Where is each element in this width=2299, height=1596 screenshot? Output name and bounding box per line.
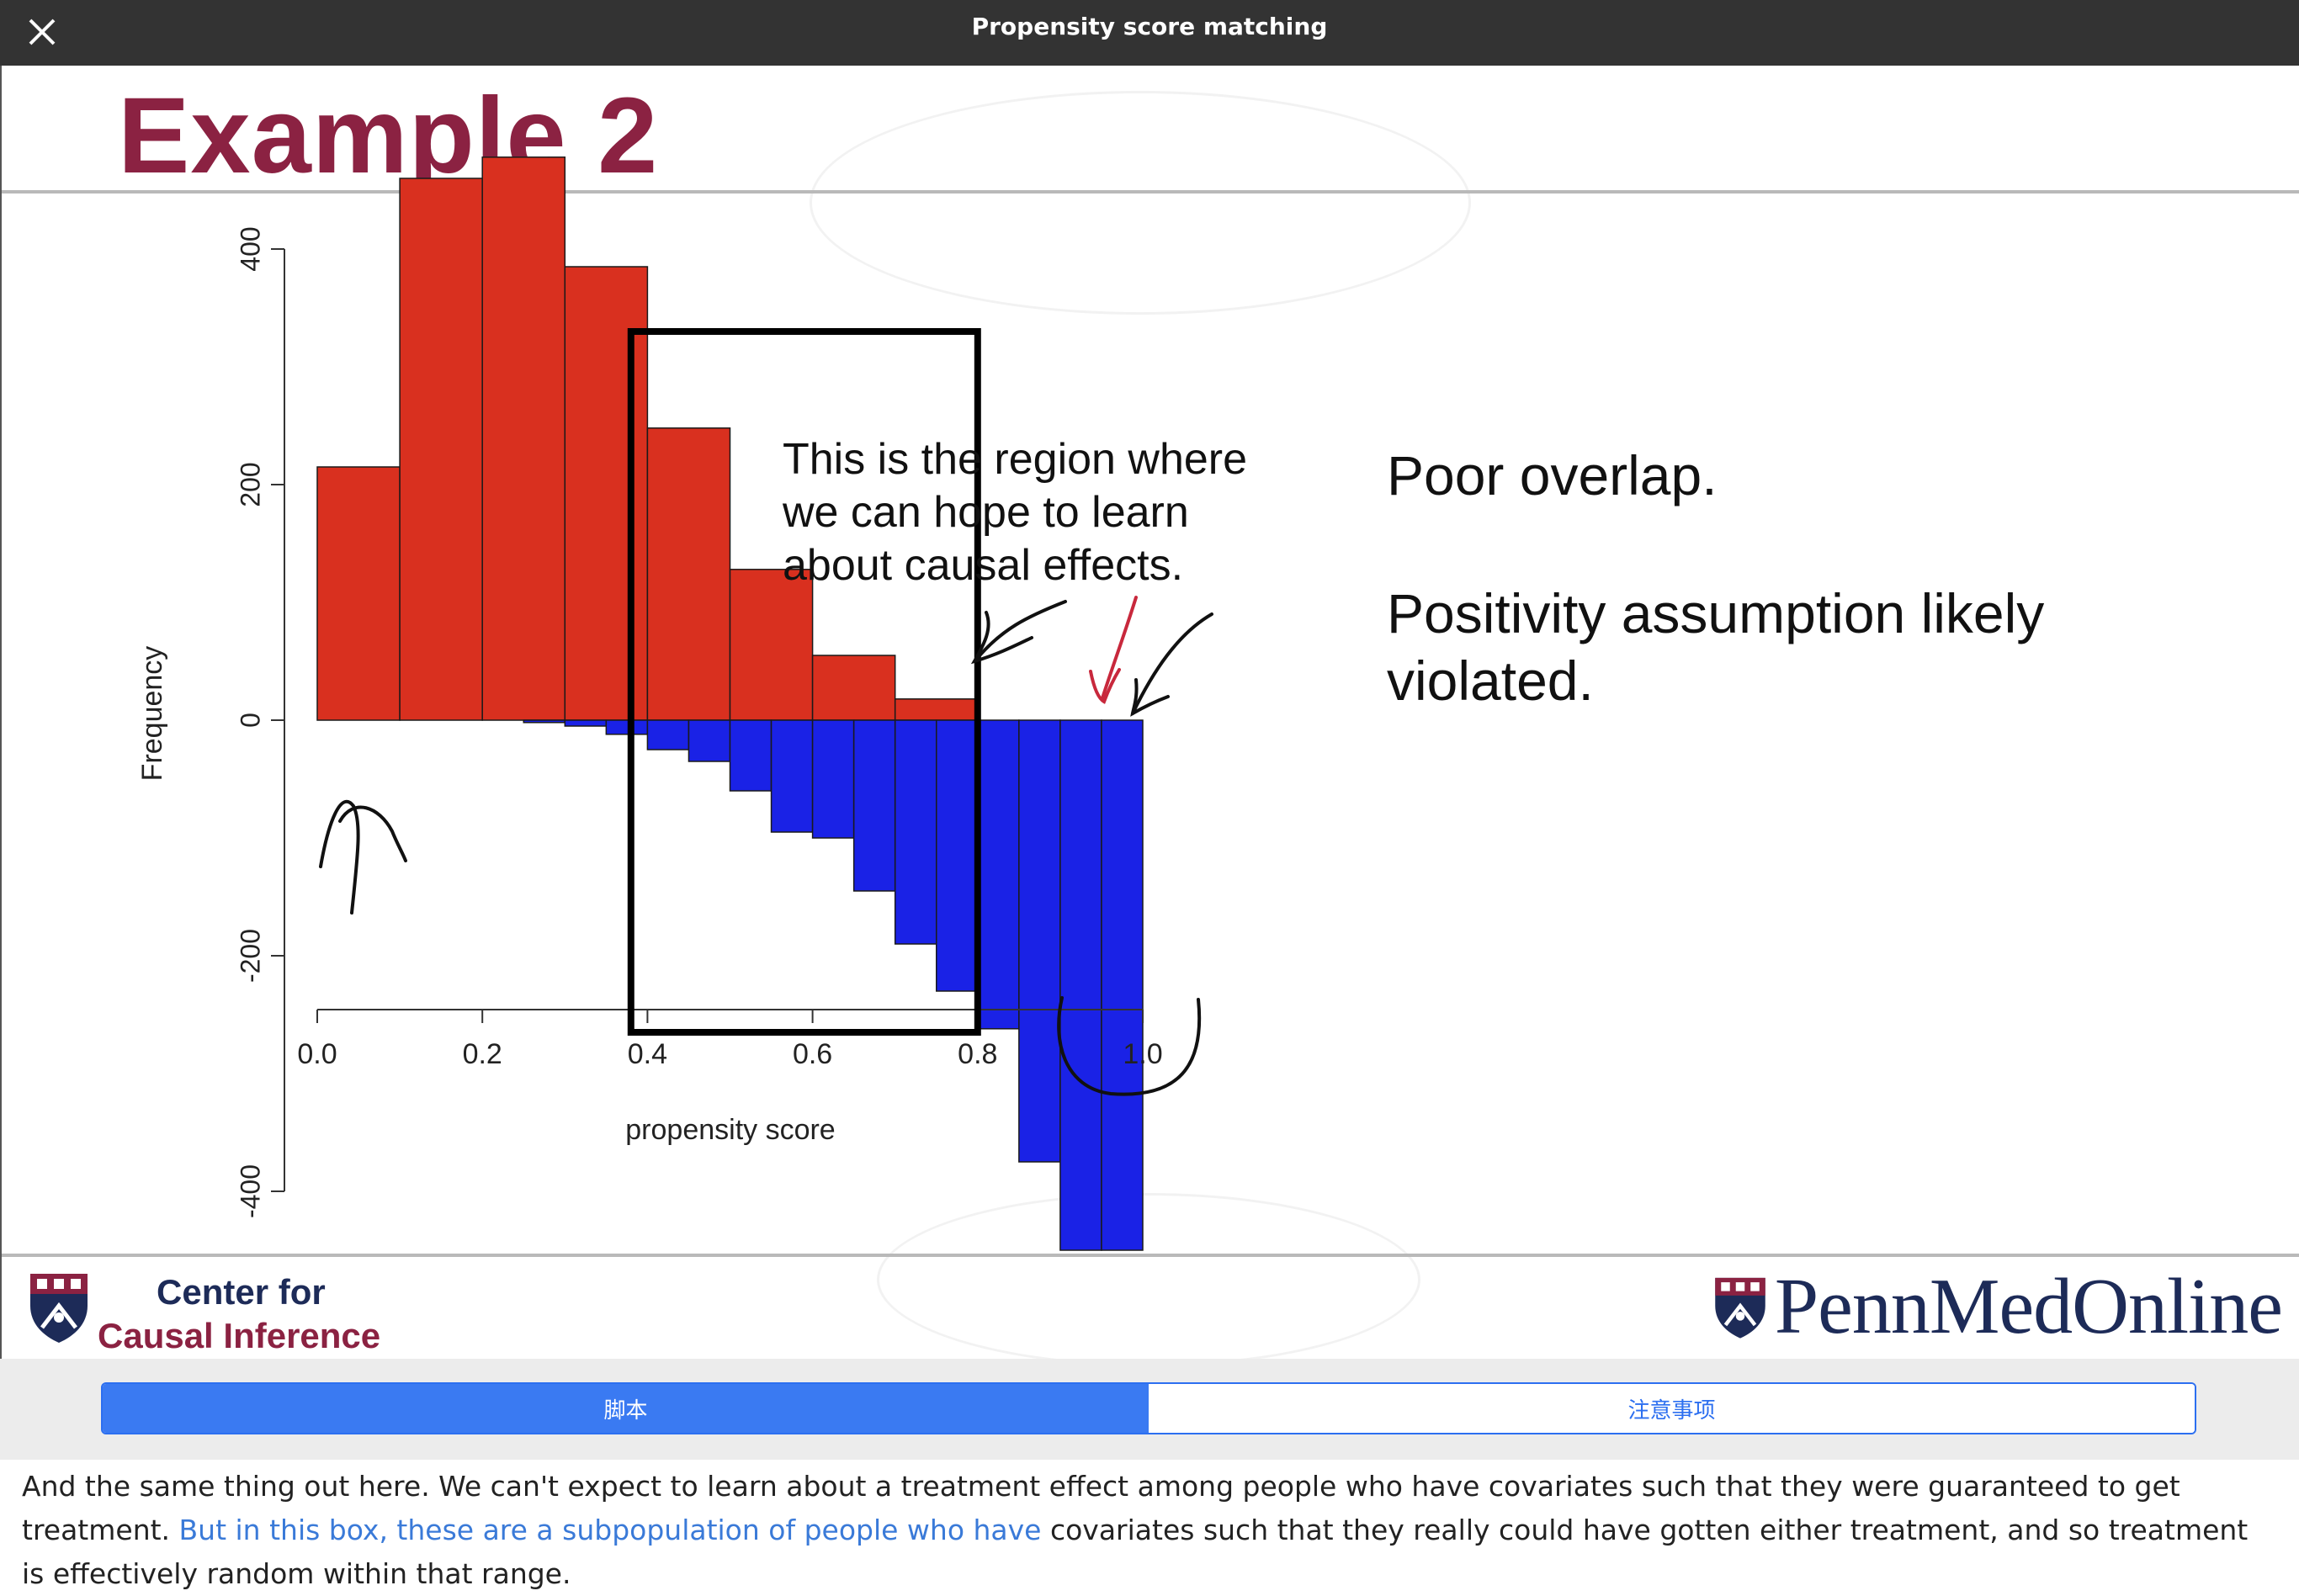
control-bar-5 — [729, 719, 773, 792]
arrow-to-right-bar-icon — [1131, 612, 1213, 715]
y-axis-label: Frequency — [136, 646, 168, 782]
transcript-highlight[interactable]: But in this box, these are a subpopulati… — [178, 1514, 1042, 1546]
transcript-panel: And the same thing out here. We can't ex… — [0, 1460, 2299, 1590]
left-arrow-head-icon — [338, 805, 407, 862]
arrow-to-right-bar-head-icon — [1130, 678, 1170, 717]
x-tick-label-1: 0.2 — [463, 1038, 502, 1070]
red-arrow-head-icon — [1089, 668, 1121, 704]
annotation-line1: This is the region where — [783, 435, 1247, 484]
y-tick-label-3: -200 — [235, 929, 265, 983]
note-positivity-line2: violated. — [1387, 650, 1594, 712]
tabs: 脚本 注意事项 — [101, 1382, 2196, 1434]
annotation-line2: we can hope to learn — [782, 488, 1189, 537]
treated-bar-4 — [646, 427, 731, 721]
arrow-to-box-icon — [974, 600, 1067, 661]
cci-line2: Causal Inference — [98, 1316, 381, 1355]
treated-bar-2 — [481, 156, 566, 721]
tab-notes[interactable]: 注意事项 — [1149, 1384, 2195, 1433]
treated-bar-5 — [729, 569, 814, 721]
watermark-seal-bottom — [877, 1193, 1420, 1359]
control-bar-12 — [1018, 719, 1061, 1163]
x-tick-label-4: 0.8 — [958, 1038, 997, 1070]
control-bar-1 — [564, 719, 608, 727]
red-arrow-icon — [1101, 596, 1138, 700]
control-bar-10 — [936, 719, 979, 992]
tab-bar: 脚本 注意事项 — [0, 1359, 2299, 1460]
left-arrow-shaft-icon — [319, 799, 360, 915]
slide-title: Example 2 — [118, 76, 659, 196]
treated-bar-7 — [894, 698, 979, 721]
x-tick-label-0: 0.0 — [297, 1038, 337, 1070]
control-bar-7 — [811, 719, 855, 839]
arrow-to-box-head-icon — [970, 611, 1033, 665]
propensity-histogram: 400 200 0 -200 -400 0.0 0.2 0.4 0.6 0.8 1.0 Freque… — [136, 156, 1247, 1251]
control-bar-4 — [688, 719, 731, 762]
control-bars — [523, 719, 1144, 1251]
control-bar-6 — [770, 719, 814, 833]
control-bar-13 — [1059, 719, 1102, 1251]
close-icon[interactable] — [19, 8, 66, 56]
top-bar: Propensity score matching — [0, 0, 2299, 66]
note-positivity-line1: Positivity assumption likely — [1387, 582, 2045, 644]
transcript-text: And the same thing out here. We can't ex… — [22, 1465, 2277, 1596]
control-bar-3 — [646, 719, 690, 750]
treated-bar-0 — [316, 466, 401, 721]
circle-around-1-icon — [1057, 996, 1202, 1096]
title-divider — [2, 190, 2299, 194]
y-tick-label-4: -400 — [235, 1164, 265, 1218]
x-tick-label-2: 0.4 — [628, 1038, 667, 1070]
highlight-box — [627, 328, 981, 1036]
control-bar-9 — [894, 719, 937, 945]
annotation-line3: about causal effects. — [783, 541, 1183, 590]
control-bar-14 — [1101, 719, 1144, 1251]
control-bar-2 — [605, 719, 649, 735]
x-tick-label-5: 1.0 — [1123, 1038, 1162, 1070]
note-poor-overlap: Poor overlap. — [1387, 444, 1718, 506]
y-tick-label-2: 0 — [235, 713, 265, 728]
x-tick-label-3: 0.6 — [793, 1038, 832, 1070]
treated-bar-6 — [811, 655, 896, 721]
pennmedonline-logo: PennMedOnline — [1711, 1260, 2283, 1353]
control-bar-0 — [523, 719, 566, 724]
annotations — [319, 328, 1213, 1096]
pennmedonline-text: PennMedOnline — [1774, 1263, 2283, 1350]
footer-divider — [2, 1254, 2299, 1257]
treated-bar-1 — [399, 178, 483, 721]
x-axis-label: propensity score — [625, 1114, 835, 1146]
tab-script[interactable]: 脚本 — [103, 1384, 1149, 1433]
watermark-seal-top — [810, 91, 1471, 315]
penn-shield-icon — [30, 1274, 88, 1343]
cci-line1: Center for — [157, 1272, 326, 1312]
y-tick-label-0: 400 — [235, 226, 265, 271]
control-bar-8 — [852, 719, 896, 892]
window-title: Propensity score matching — [971, 13, 1328, 40]
control-bar-11 — [977, 719, 1020, 1030]
chart-axes: 400 200 0 -200 -400 0.0 0.2 0.4 0.6 0.8 1.0 — [235, 226, 1162, 1218]
transcript-part1: And the same thing out here. We can't ex… — [22, 1470, 2180, 1546]
y-tick-label-1: 200 — [235, 462, 265, 506]
penn-shield-icon — [1715, 1277, 1765, 1339]
cci-logo: Center for Causal Inference — [25, 1269, 380, 1355]
